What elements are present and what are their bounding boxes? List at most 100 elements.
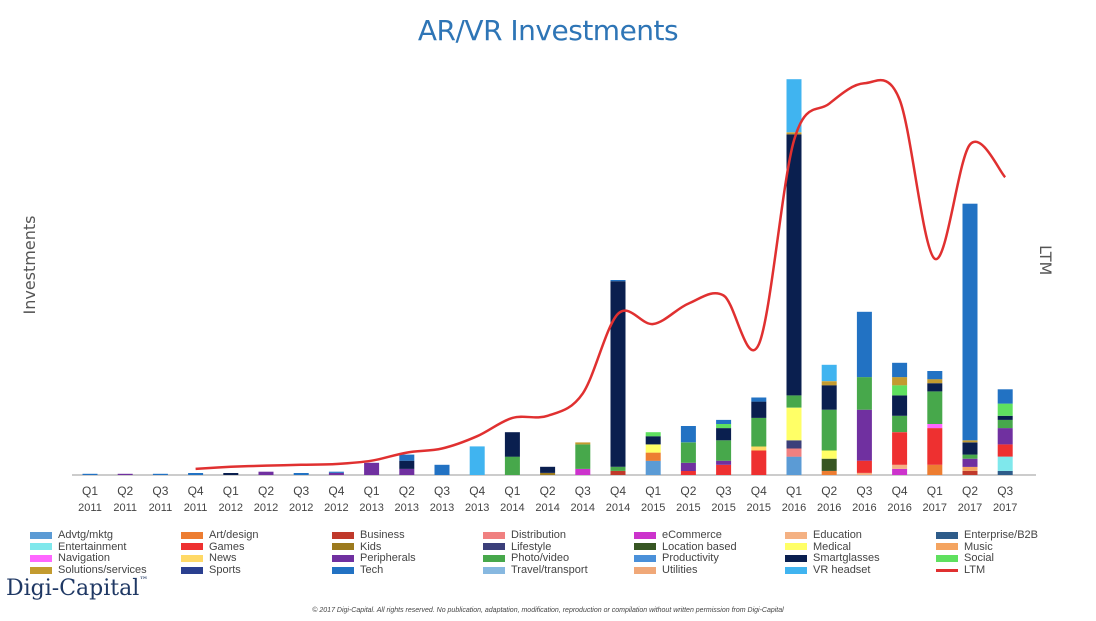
bar-segment-business-q4-2014: [610, 470, 626, 475]
bar-segment-photo-video-q1-2014: [504, 456, 520, 475]
bar-segment-photo-video-q4-2016: [892, 415, 908, 433]
bar-segment-social-q3-2015: [716, 424, 732, 429]
x-tick-label-year: 2015: [676, 502, 700, 514]
legend-label: Tech: [360, 564, 384, 577]
bar-segment-social-q1-2015: [645, 432, 661, 437]
legend-label: News: [209, 552, 237, 565]
legend-swatch: [785, 554, 807, 562]
x-tick-label-quarter: Q1: [223, 484, 239, 498]
bar-segment-photo-video-q3-2015: [716, 440, 732, 461]
legend-label: Photo/video: [511, 552, 570, 565]
bar-segment-games-q3-2015: [716, 464, 732, 475]
x-tick-label-year: 2011: [149, 502, 173, 514]
bar-segment-peripherals-q3-2017: [997, 428, 1013, 445]
bar-segment-advtg-mktg-q1-2015: [645, 460, 661, 475]
x-tick-label-quarter: Q4: [328, 484, 344, 498]
x-tick-label-quarter: Q2: [962, 484, 978, 498]
bar-segment-kids-q2-2014: [540, 473, 556, 475]
bar-segment-solutions-services-q1-2016: [786, 132, 802, 135]
legend-swatch: [785, 543, 807, 551]
x-tick-label-quarter: Q3: [293, 484, 309, 498]
legend-label: Kids: [360, 540, 382, 553]
bar-segment-peripherals-q3-2015: [716, 460, 732, 465]
bar-segment-ecommerce-q3-2014: [575, 468, 591, 475]
bar-segment-art-design-q2-2016: [821, 470, 837, 475]
bar-segment-tech-q2-2017: [962, 203, 978, 441]
legend-item-entertainment: Entertainment: [30, 541, 126, 553]
x-tick-label-quarter: Q3: [997, 484, 1013, 498]
bar-segment-medical-q1-2015: [645, 444, 661, 453]
x-tick-label-year: 2015: [641, 502, 665, 514]
bar-segment-games-q2-2015: [680, 470, 696, 475]
bar-segment-medical-q2-2016: [821, 450, 837, 459]
legend-swatch: [634, 543, 656, 551]
bar-segment-tech-q3-2015: [716, 419, 732, 424]
bar-segment-news-q4-2015: [751, 446, 767, 451]
legend-label: Navigation: [58, 552, 110, 565]
legend-label: Location based: [662, 540, 737, 553]
bar-segment-smartglasses-q4-2014: [610, 281, 626, 467]
legend-item-productivity: Productivity: [634, 552, 719, 564]
chart-plot-area: Q1 2011 Q2 2011 Q3 2011 Q4 2011 Q1 2012 Q2 2012 Q3 20…: [72, 78, 1036, 514]
legend-label: Travel/transport: [511, 564, 588, 577]
bar-segment-games-q1-2017: [927, 428, 943, 465]
bar-segment-tech-q1-2011: [82, 473, 98, 475]
bar-segment-games-q4-2015: [751, 450, 767, 475]
legend-swatch: [30, 554, 52, 562]
x-tick-label-quarter: Q2: [540, 484, 556, 498]
x-tick-label-year: 2011: [113, 502, 137, 514]
bar-segment-smartglasses-q1-2017: [927, 383, 943, 392]
bar-segment-peripherals-q2-2013: [399, 468, 415, 475]
legend-item-distribution: Distribution: [483, 529, 566, 541]
legend-swatch: [181, 554, 203, 562]
legend-swatch: [332, 543, 354, 551]
bar-segment-tech-q4-2015: [751, 397, 767, 402]
legend-item-utilities: Utilities: [634, 564, 697, 576]
bar-segment-peripherals-q2-2015: [680, 462, 696, 471]
copyright-notice: © 2017 Digi-Capital. All rights reserved…: [312, 607, 784, 614]
legend-item-tech: Tech: [332, 564, 383, 576]
legend-item-location-based: Location based: [634, 541, 737, 553]
bar-segment-tech-q3-2016: [856, 311, 872, 378]
legend-label: Utilities: [662, 564, 698, 577]
legend-label: VR headset: [813, 564, 871, 577]
bar-segment-games-q4-2016: [892, 432, 908, 465]
legend-item-medical: Medical: [785, 541, 851, 553]
x-tick-label-quarter: Q4: [469, 484, 485, 498]
x-tick-label-quarter: Q1: [82, 484, 98, 498]
x-tick-label-year: 2014: [535, 502, 559, 514]
bar-segment-smartglasses-q4-2016: [892, 395, 908, 416]
legend-label: eCommerce: [662, 529, 722, 541]
bar-segment-distribution-q1-2016: [786, 448, 802, 457]
legend-swatch: [332, 554, 354, 562]
bar-segment-smartglasses-q2-2013: [399, 460, 415, 469]
bar-segment-peripherals-q4-2012: [328, 473, 344, 475]
bar-segment-photo-video-q3-2016: [856, 377, 872, 410]
bar-segment-peripherals-q1-2013: [364, 462, 380, 475]
legend-item-business: Business: [332, 529, 405, 541]
x-tick-label-year: 2014: [500, 502, 524, 514]
bar-segment-smartglasses-q2-2014: [540, 466, 556, 473]
x-tick-label-quarter: Q2: [821, 484, 837, 498]
bar-segment-photo-video-q2-2015: [680, 442, 696, 463]
x-tick-label-year: 2013: [430, 502, 454, 514]
bar-segment-peripherals-q2-2011: [117, 473, 133, 475]
legend-swatch: [785, 531, 807, 539]
x-tick-label-quarter: Q2: [117, 484, 133, 498]
legend-item-sports: Sports: [181, 564, 241, 576]
bar-segment-location-based-q2-2016: [821, 458, 837, 471]
legend-label: Social: [964, 552, 994, 565]
legend-item-solutions-services: Solutions/services: [30, 564, 147, 576]
x-tick-label-quarter: Q3: [152, 484, 168, 498]
legend-item-social: Social: [936, 552, 994, 564]
legend-item-ecommerce: eCommerce: [634, 529, 722, 541]
x-tick-label-quarter: Q2: [258, 484, 274, 498]
legend-item-travel-transport: Travel/transport: [483, 564, 588, 576]
bar-segment-photo-video-q4-2015: [751, 417, 767, 447]
bar-segment-tech-q2-2015: [680, 426, 696, 443]
x-tick-label-year: 2017: [993, 502, 1017, 514]
bar-segment-smartglasses-q3-2015: [716, 428, 732, 441]
legend-label: Games: [209, 540, 245, 553]
bar-segment-tech-q4-2012: [328, 471, 344, 473]
legend-label: Enterprise/B2B: [964, 529, 1038, 541]
